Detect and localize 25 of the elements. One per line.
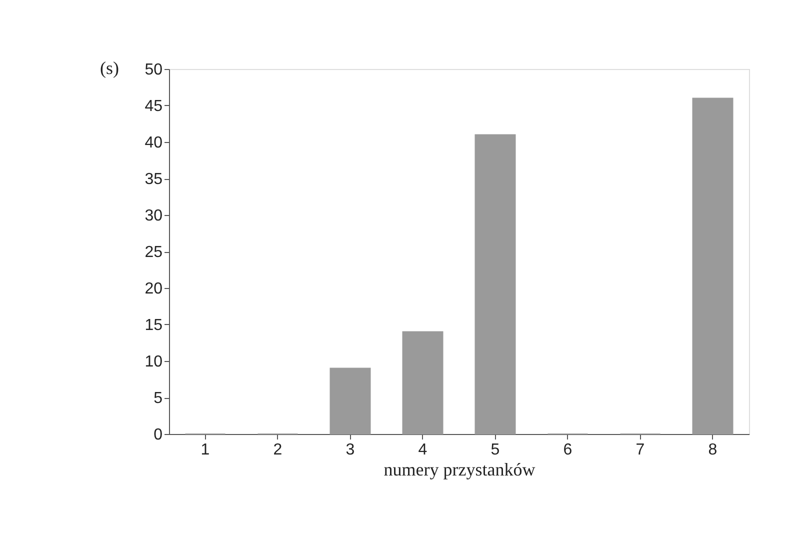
y-axis-title: (s): [100, 58, 119, 78]
bar: [692, 98, 734, 434]
y-tick-label: 15: [144, 317, 163, 334]
y-tick-label: 0: [154, 426, 163, 444]
x-tick-label: 8: [708, 442, 718, 458]
x-tick-label: 2: [273, 442, 282, 458]
bar: [330, 368, 371, 434]
y-tick-label: 10: [144, 354, 163, 370]
y-tick-label: 30: [144, 208, 163, 224]
y-tick-label: 5: [154, 390, 163, 407]
x-tick-label: 4: [418, 442, 428, 458]
x-tick-label: 5: [490, 442, 500, 458]
x-tick-label: 3: [346, 442, 355, 458]
y-tick-label: 20: [144, 280, 163, 298]
bar: [402, 331, 444, 434]
x-axis-title: numery przystanków: [384, 460, 536, 480]
bar: [474, 134, 516, 434]
y-tick-label: 50: [144, 62, 163, 78]
y-tick-label: 35: [144, 171, 163, 188]
x-tick-label: 6: [563, 442, 572, 458]
y-tick-label: 45: [144, 98, 163, 115]
x-tick-label: 1: [200, 442, 210, 458]
x-tick-label: 7: [636, 442, 645, 458]
y-tick-label: 25: [144, 244, 163, 261]
y-tick-label: 40: [144, 134, 163, 152]
